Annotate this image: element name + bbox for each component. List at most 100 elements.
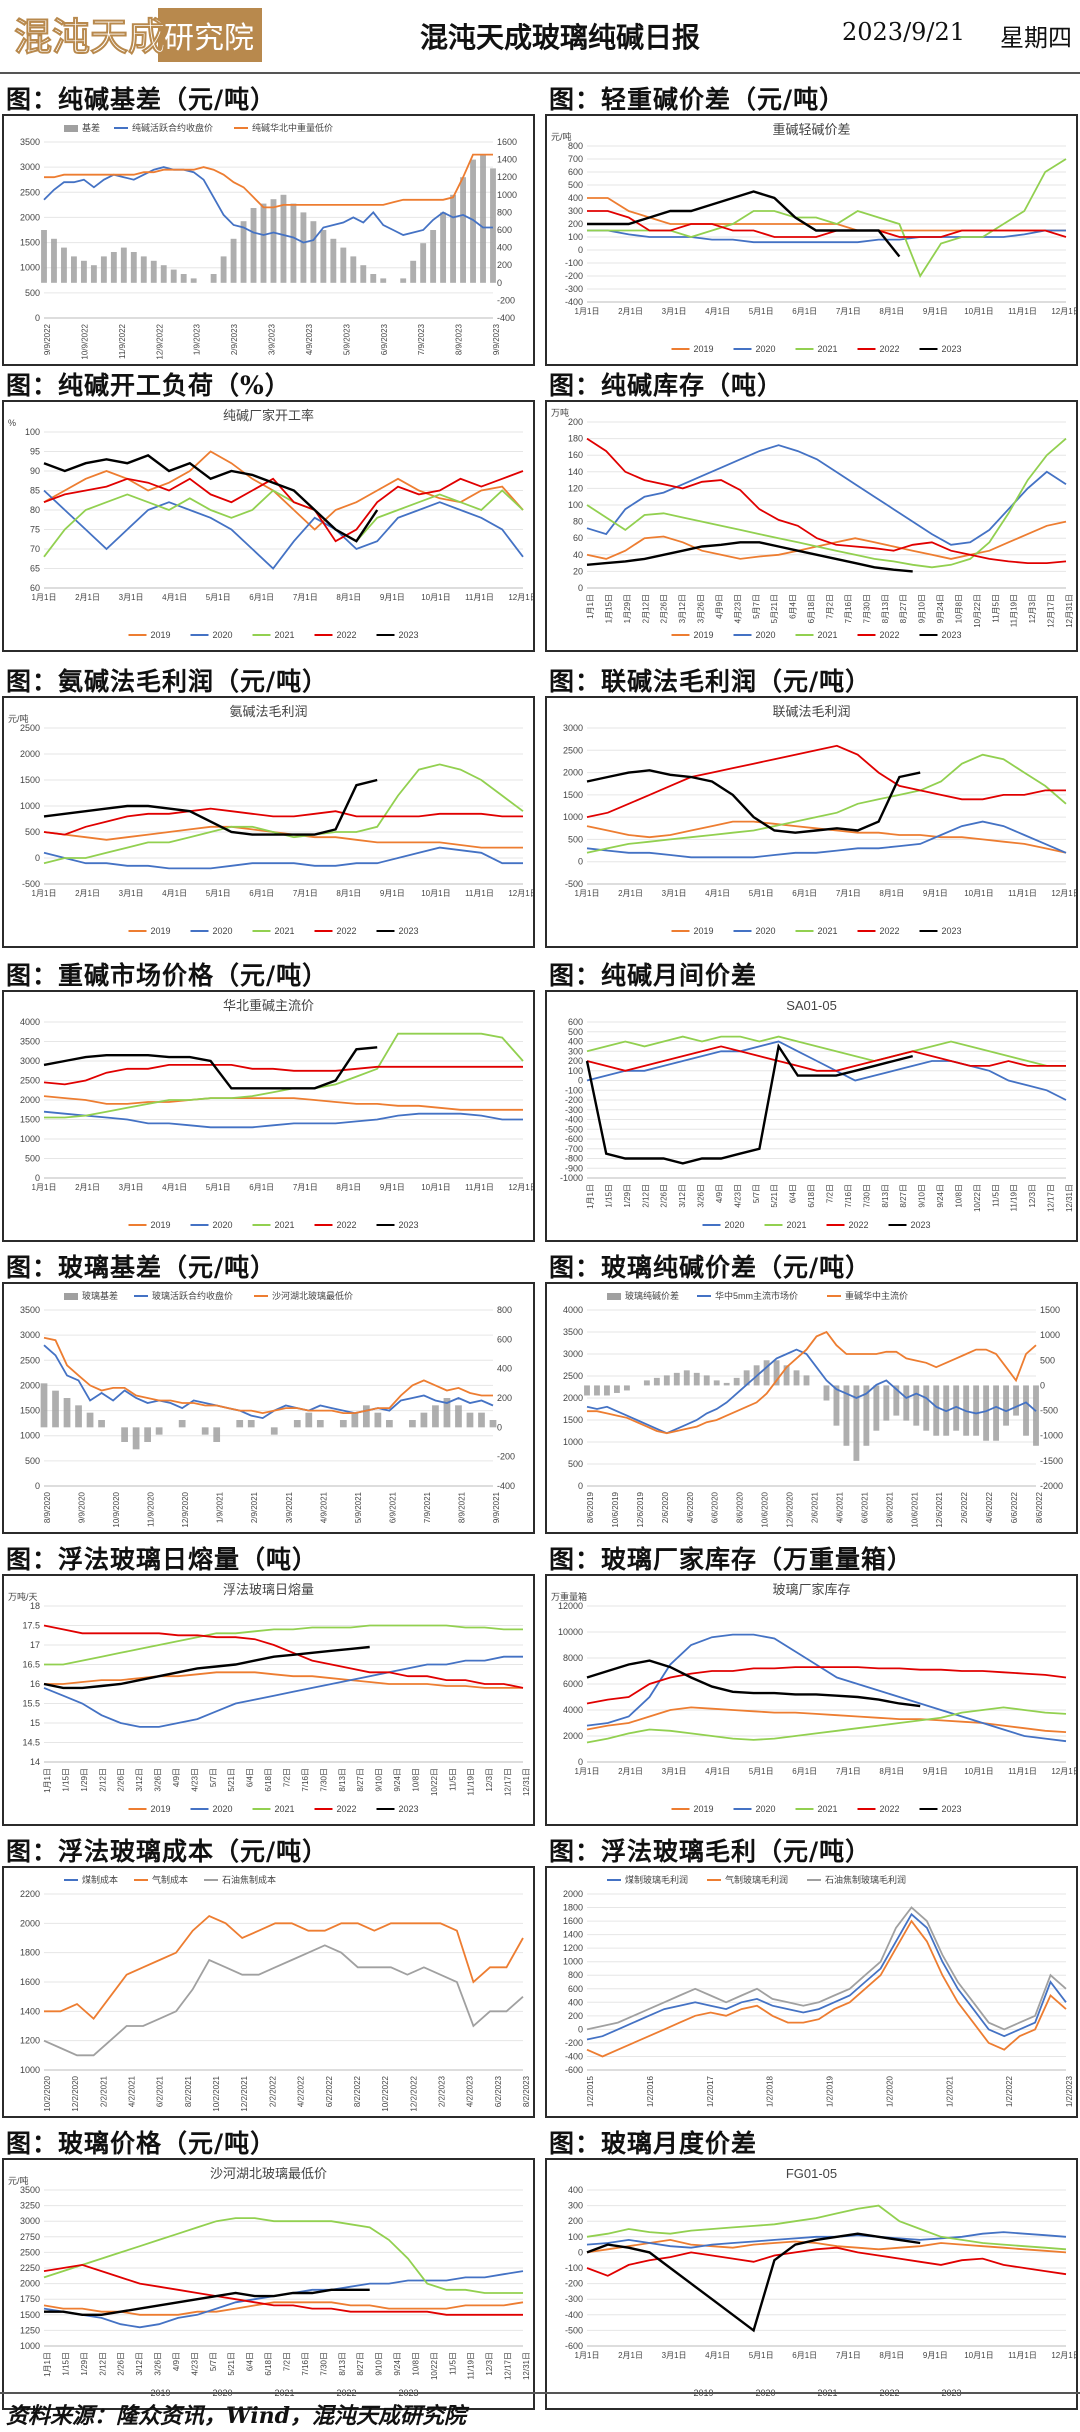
x-tick-label: 10/9/2020 (112, 1491, 121, 1527)
x-tick-label: 10/2/2020 (43, 2075, 52, 2111)
x-tick-label: 5月1日 (206, 889, 231, 898)
legend-label: 煤制玻璃毛利润 (625, 1874, 688, 1885)
chart-svg-p3: 纯碱厂家开工率% 60 65 70 75 80 85 90 95 100 1月1日 2月1日 3月1日 4… (8, 408, 533, 640)
legend-label: 2020 (756, 1804, 776, 1814)
legend-label: 2023 (399, 1220, 419, 1230)
bar-mark (643, 1380, 650, 1386)
y-tick-label: 2500 (563, 745, 583, 755)
x-tick-label: 2/6/2022 (960, 1491, 969, 1523)
y-tick-label: -400 (565, 2051, 583, 2061)
y-tick-label: 100 (25, 427, 40, 437)
y-tick-label: 2750 (20, 2232, 40, 2242)
bar-mark (270, 199, 277, 283)
chart-title: 联碱法毛利润 (772, 704, 850, 719)
bar-mark (450, 194, 457, 283)
x-tick-label: 1/9/2021 (216, 1491, 225, 1523)
bar-mark (52, 1390, 59, 1428)
bar-mark (883, 1385, 890, 1421)
legend-label: 2019 (694, 344, 714, 354)
chart-panel-p11: 浮法玻璃日熔量 万吨/天 14 14.5 15 15.5 16 16.5 17 17.5 18 1月1… (2, 1574, 535, 1826)
series-line-2022 (586, 1666, 1067, 1705)
y-tick-label: 90 (30, 466, 40, 476)
x-tick-label: 4/6/2022 (985, 1491, 994, 1523)
x-tick-label: 10/8日 (411, 1768, 420, 1792)
x-tick-label: 6/4日 (246, 2352, 255, 2371)
y-tick-label: 0 (578, 2247, 583, 2257)
x-tick-label: 2/26日 (117, 2352, 126, 2376)
y-tick-label: 200 (568, 219, 583, 229)
legend-label: 2019 (694, 630, 714, 640)
y-tick-label: 40 (573, 550, 583, 560)
y-tick-label: 2250 (20, 2263, 40, 2273)
series-line-2021 (586, 2204, 1067, 2251)
legend-label: 气制成本 (152, 1874, 188, 1885)
series-line-2019 (43, 450, 524, 531)
x-tick-label: 2/9/2021 (250, 1491, 259, 1523)
x-tick-label: 2月12日 (641, 594, 650, 623)
x-tick-label: 6月1日 (792, 1767, 817, 1776)
x-tick-label: 8/9/2021 (457, 1491, 466, 1523)
x-tick-label: 12月1日 (1051, 889, 1076, 898)
x-tick-label: 11月19日 (1010, 594, 1019, 627)
bar-mark (90, 265, 97, 283)
bar-mark (320, 230, 327, 283)
x-tick-label: 11月1日 (465, 1183, 494, 1192)
x-tick-label: 5/21日 (770, 1184, 779, 1208)
y-tick-label: -600 (565, 1134, 583, 1144)
y-tick-label: 2500 (563, 1371, 583, 1381)
report-weekday: 星期四 (1000, 24, 1072, 52)
bar-mark (983, 1385, 990, 1441)
x-tick-label: 6月1日 (249, 889, 274, 898)
x-tick-label: 4/2/2022 (297, 2075, 306, 2107)
y-tick-label: 95 (30, 447, 40, 457)
bar-mark (489, 1420, 497, 1428)
x-tick-label: 9/24日 (393, 2352, 402, 2376)
bar-mark (973, 1385, 980, 1436)
bar-mark (210, 274, 217, 283)
bar-mark (75, 1405, 82, 1428)
series-line-2022 (43, 807, 523, 836)
y-tick-label: 400 (568, 193, 583, 203)
series-line-2020 (586, 820, 1067, 859)
legend-label: 2020 (213, 1804, 233, 1814)
y-tick-label: 16.5 (22, 1660, 40, 1670)
chart-svg-p4: 万吨 0 20 40 60 80 100 120 140 160 180 200 1月1日 1月15日 1月… (551, 407, 1074, 640)
x-tick-label: 3月1日 (662, 889, 687, 898)
x-tick-label: 2/6/2020 (661, 1491, 670, 1523)
legend-label: 2020 (756, 926, 776, 936)
bar-mark (170, 269, 177, 283)
bar-mark (733, 1377, 740, 1386)
y2-tick-label: 1200 (497, 172, 517, 182)
series-line-2020 (586, 1040, 1067, 1101)
bar-mark (120, 247, 127, 283)
chart-svg-p1: 0 500 1000 1500 2000 2500 3000 3500 -400 -200 0 200… (20, 122, 517, 360)
series-line-2020 (43, 1655, 523, 1728)
y-tick-label: 0 (578, 245, 583, 255)
bar-mark (260, 203, 267, 283)
y-tick-label: 600 (568, 1017, 583, 1027)
x-tick-label: 7/2日 (826, 1184, 835, 1203)
section-title-p14: 图：浮法玻璃毛利（元/吨） (549, 1837, 872, 1866)
x-tick-label: 6/6/2021 (860, 1491, 869, 1523)
bar-mark (480, 155, 486, 283)
chart-svg-p14: -600 -400 -200 0 200 400 600 800 1000 1200 1400 160… (563, 1874, 1074, 2107)
bar-mark (783, 1365, 790, 1386)
x-tick-label: 8月27日 (899, 594, 908, 623)
x-tick-label: 12/3日 (485, 1768, 494, 1792)
bar-mark (923, 1385, 930, 1431)
y-tick-label: 3000 (20, 1056, 40, 1066)
x-tick-label: 1/9/2023 (193, 323, 202, 355)
bar-mark (420, 1412, 428, 1428)
y-tick-label: 1000 (20, 2065, 40, 2075)
x-tick-label: 3/26日 (154, 2352, 163, 2376)
bar-mark (833, 1385, 840, 1426)
x-tick-label: 9/10日 (375, 1768, 384, 1792)
bar-mark (693, 1372, 700, 1386)
y2-tick-label: 400 (497, 243, 512, 253)
y2-tick-label: 200 (497, 1393, 512, 1403)
x-tick-label: 7/2日 (283, 1768, 292, 1787)
bar-mark (98, 1420, 105, 1428)
x-tick-label: 6/9/2021 (388, 1491, 397, 1523)
series-line-2021 (43, 489, 524, 558)
